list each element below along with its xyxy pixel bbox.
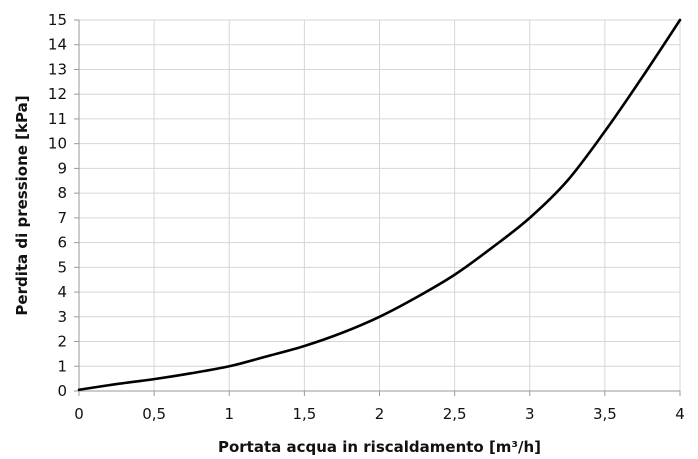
y-tick-label: 9 [57, 159, 67, 177]
x-tick-label: 1,5 [292, 405, 316, 423]
y-tick-label: 15 [48, 11, 67, 29]
series [77, 18, 682, 392]
y-axis-title: Perdita di pressione [kPa] [13, 95, 31, 315]
y-tick-label: 6 [57, 234, 67, 252]
pressure-drop-curve [77, 18, 682, 392]
y-tick-label: 8 [57, 184, 67, 202]
x-tick-label: 2 [375, 405, 385, 423]
x-tick-label: 0 [74, 405, 84, 423]
x-tick-label: 4 [675, 405, 685, 423]
x-tick-label: 2,5 [443, 405, 467, 423]
y-tick-label: 0 [57, 382, 67, 400]
x-axis-title: Portata acqua in riscaldamento [m³/h] [218, 438, 541, 456]
y-tick-label: 7 [57, 209, 67, 227]
y-tick-label: 4 [57, 283, 67, 301]
x-tick-label: 3,5 [593, 405, 617, 423]
y-tick-label: 1 [57, 357, 67, 375]
x-tick-label: 3 [525, 405, 535, 423]
y-tick-label: 3 [57, 308, 67, 326]
axes [74, 19, 681, 396]
y-tick-label: 5 [57, 258, 67, 276]
y-tick-label: 12 [48, 85, 67, 103]
y-tick-label: 10 [48, 135, 67, 153]
y-tick-label: 2 [57, 333, 67, 351]
y-tick-label: 13 [48, 60, 67, 78]
x-tick-label: 0,5 [142, 405, 166, 423]
y-tick-label: 14 [48, 36, 67, 54]
y-tick-label: 11 [48, 110, 67, 128]
grid [79, 19, 681, 391]
x-tick-label: 1 [224, 405, 234, 423]
